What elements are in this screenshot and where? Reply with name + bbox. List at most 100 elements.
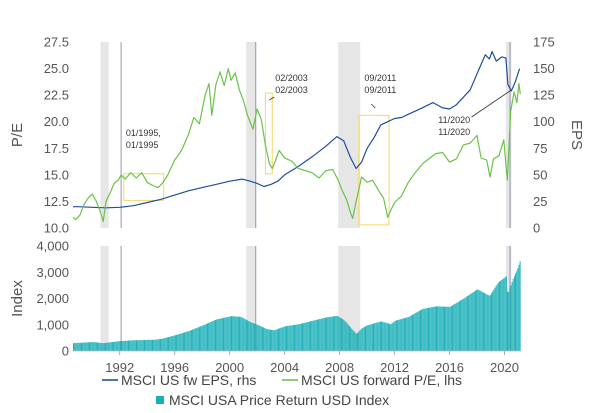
index-bar bbox=[158, 339, 160, 351]
index-bar bbox=[152, 339, 153, 351]
eps-axis-tick-label: 150 bbox=[533, 61, 555, 76]
index-bar bbox=[485, 293, 487, 351]
index-bar bbox=[423, 308, 425, 351]
index-bar bbox=[73, 343, 74, 352]
index-bar bbox=[351, 328, 353, 351]
index-bar bbox=[367, 325, 369, 351]
index-bar bbox=[251, 322, 253, 351]
index-bar bbox=[337, 316, 339, 351]
index-bar bbox=[116, 341, 118, 351]
index-bar bbox=[359, 330, 361, 351]
index-bar bbox=[338, 316, 340, 351]
index-bar bbox=[282, 327, 284, 351]
index-bar bbox=[473, 291, 475, 351]
index-bar bbox=[379, 321, 381, 351]
index-bar bbox=[474, 290, 476, 351]
eps-axis-tick-label: 175 bbox=[533, 35, 555, 50]
index-bar bbox=[277, 328, 279, 351]
index-bar bbox=[363, 326, 365, 351]
index-bar bbox=[517, 268, 519, 351]
index-bar bbox=[314, 320, 316, 351]
index-bar bbox=[313, 320, 315, 351]
index-bar bbox=[343, 319, 345, 351]
index-bar bbox=[258, 325, 260, 351]
index-bar bbox=[284, 326, 286, 351]
index-bar bbox=[497, 282, 499, 351]
index-bar bbox=[493, 289, 495, 351]
index-bar bbox=[461, 299, 463, 351]
index-bar bbox=[283, 326, 285, 351]
index-bar bbox=[99, 342, 101, 351]
index-bar bbox=[201, 325, 203, 351]
eps-axis-tick-label: 50 bbox=[533, 167, 547, 182]
index-bar bbox=[123, 340, 125, 351]
index-bar bbox=[336, 315, 338, 351]
index-bar bbox=[434, 306, 436, 351]
index-bar bbox=[141, 340, 143, 351]
index-bar bbox=[268, 329, 270, 351]
index-bar bbox=[298, 324, 300, 351]
index-bar bbox=[422, 308, 424, 351]
index-bar bbox=[445, 306, 447, 351]
index-bar bbox=[352, 329, 354, 351]
index-bar bbox=[334, 316, 336, 351]
index-bar bbox=[515, 273, 517, 351]
index-bar bbox=[486, 294, 488, 351]
index-bar bbox=[81, 342, 82, 351]
index-bar bbox=[378, 321, 380, 351]
index-bar bbox=[375, 322, 377, 351]
index-bar bbox=[311, 321, 313, 351]
index-bar bbox=[139, 340, 141, 351]
index-axis-tick-label: 1,000 bbox=[36, 317, 69, 332]
index-bar bbox=[460, 300, 462, 351]
index-bar bbox=[501, 279, 503, 351]
annotation-label: 02/2003 bbox=[275, 85, 308, 95]
index-bar bbox=[405, 317, 407, 351]
index-bar bbox=[130, 340, 132, 351]
index-bar bbox=[449, 306, 451, 351]
index-bar bbox=[185, 332, 187, 351]
index-bar bbox=[308, 321, 310, 351]
index-bar bbox=[171, 336, 173, 351]
index-bar bbox=[487, 294, 489, 351]
index-bar bbox=[377, 322, 379, 351]
index-bar bbox=[500, 280, 502, 351]
index-bar bbox=[518, 264, 520, 351]
index-bar bbox=[111, 342, 113, 351]
index-bar bbox=[393, 321, 395, 351]
index-bar bbox=[264, 328, 266, 351]
index-bar bbox=[233, 316, 235, 351]
index-bar bbox=[300, 323, 302, 351]
index-bar bbox=[332, 316, 334, 351]
index-bar bbox=[110, 342, 112, 351]
index-bar bbox=[310, 321, 312, 351]
index-axis-tick-label: 4,000 bbox=[36, 239, 69, 254]
index-bar bbox=[410, 315, 412, 351]
index-bar bbox=[509, 288, 511, 351]
index-bar bbox=[476, 289, 478, 351]
index-bar bbox=[431, 307, 433, 351]
index-bar bbox=[161, 338, 163, 351]
index-bar bbox=[354, 332, 356, 351]
index-bar bbox=[381, 321, 383, 351]
index-bar bbox=[160, 339, 161, 351]
index-bar bbox=[491, 293, 492, 351]
index-bar bbox=[234, 316, 236, 351]
index-bar bbox=[76, 342, 78, 351]
index-bar bbox=[265, 328, 267, 351]
x-axis-tick-label: 2000 bbox=[215, 360, 244, 375]
index-bar bbox=[303, 323, 305, 351]
eps-axis-tick-label: 75 bbox=[533, 141, 547, 156]
annotation-label: 02/2003 bbox=[275, 73, 308, 83]
index-bar bbox=[85, 342, 87, 351]
index-bar bbox=[499, 281, 500, 351]
index-bar bbox=[440, 306, 442, 351]
eps-series-line bbox=[73, 51, 521, 209]
index-bar bbox=[408, 316, 410, 351]
index-bar bbox=[353, 331, 355, 351]
index-bar bbox=[202, 325, 204, 351]
index-bar bbox=[89, 342, 90, 351]
index-bar bbox=[296, 324, 298, 351]
index-bar bbox=[208, 322, 210, 351]
